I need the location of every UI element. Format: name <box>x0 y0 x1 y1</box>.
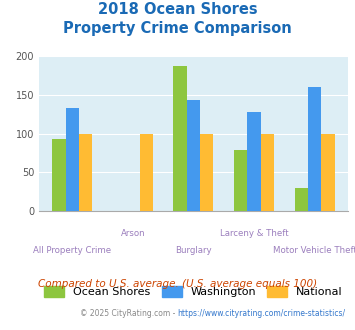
Bar <box>321 134 334 211</box>
Text: Burglary: Burglary <box>175 246 212 255</box>
Bar <box>174 66 187 211</box>
Text: All Property Crime: All Property Crime <box>33 246 111 255</box>
Bar <box>187 100 200 211</box>
Text: Larceny & Theft: Larceny & Theft <box>220 229 288 238</box>
Bar <box>200 134 213 211</box>
Bar <box>66 108 79 211</box>
Bar <box>234 150 247 211</box>
Bar <box>247 112 261 211</box>
Bar <box>308 87 321 211</box>
Bar <box>261 134 274 211</box>
Text: Property Crime Comparison: Property Crime Comparison <box>63 21 292 36</box>
Bar <box>295 188 308 211</box>
Legend: Ocean Shores, Washington, National: Ocean Shores, Washington, National <box>40 282 347 302</box>
Text: Motor Vehicle Theft: Motor Vehicle Theft <box>273 246 355 255</box>
Text: © 2025 CityRating.com -: © 2025 CityRating.com - <box>80 309 178 317</box>
Text: Compared to U.S. average. (U.S. average equals 100): Compared to U.S. average. (U.S. average … <box>38 279 317 289</box>
Text: https://www.cityrating.com/crime-statistics/: https://www.cityrating.com/crime-statist… <box>178 309 346 317</box>
Bar <box>53 139 66 211</box>
Text: Arson: Arson <box>121 229 145 238</box>
Text: 2018 Ocean Shores: 2018 Ocean Shores <box>98 2 257 16</box>
Bar <box>140 134 153 211</box>
Bar <box>79 134 92 211</box>
